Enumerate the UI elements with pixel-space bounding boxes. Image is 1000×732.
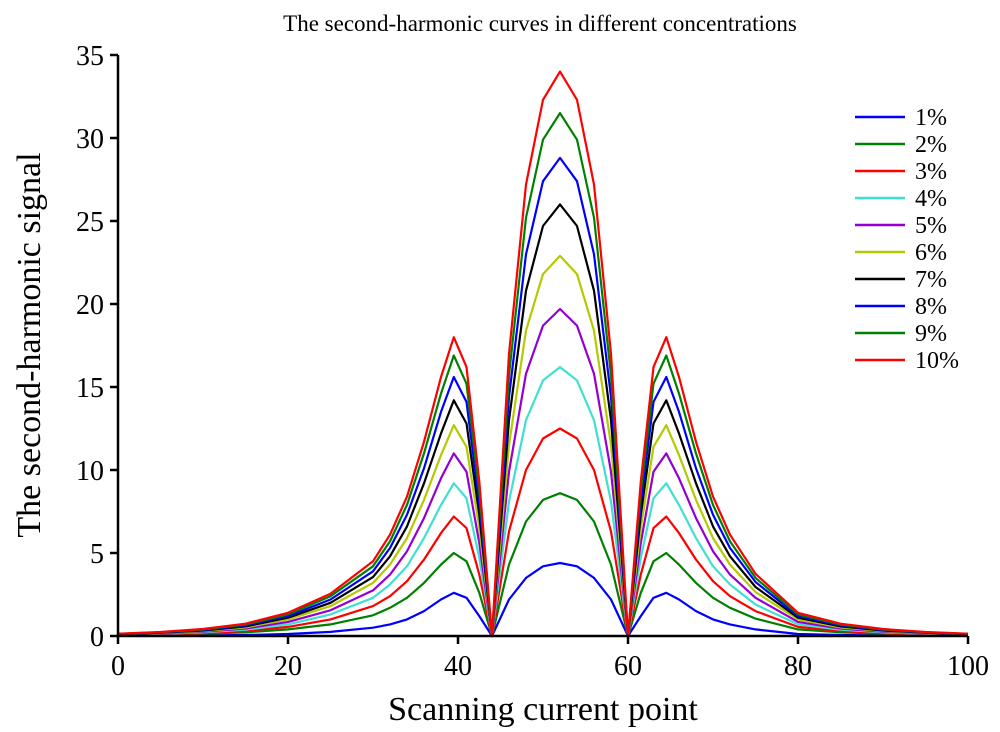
legend-label-5: 5% [915,213,947,239]
y-tick-label: 30 [76,124,104,155]
legend-label-9: 9% [915,321,947,347]
x-ticks: 0 20 40 60 80 100 [111,636,989,682]
series-line-6 [117,254,969,638]
y-axis-label: The second-harmonic signal [11,152,48,537]
y-tick-label: 20 [76,290,104,321]
y-tick-label: 25 [76,207,104,238]
series-line-5 [117,307,969,638]
chart-title: The second-harmonic curves in different … [283,11,797,36]
x-axis-label: Scanning current point [388,691,698,728]
series-line-7 [117,203,969,638]
legend-label-6: 6% [915,240,947,266]
x-tick-label: 40 [444,651,472,682]
legend-label-8: 8% [915,294,947,320]
axes [116,55,968,638]
series-line-3 [117,427,969,638]
y-tick-label: 5 [90,539,104,570]
legend: 1%2%3%4%5%6%7%8%9%10% [855,105,959,374]
x-tick-label: 80 [784,651,812,682]
legend-label-1: 1% [915,105,947,131]
x-tick-label: 60 [614,651,642,682]
series-line-10 [117,70,969,638]
legend-label-2: 2% [915,132,947,158]
legend-label-10: 10% [915,348,959,374]
x-tick-label: 0 [111,651,125,682]
series-lines [117,70,969,638]
x-tick-label: 20 [274,651,302,682]
series-line-4 [117,366,969,638]
y-ticks: 0 5 10 15 20 25 30 35 [76,41,118,653]
legend-label-4: 4% [915,186,947,212]
series-line-1 [117,561,969,638]
y-tick-label: 0 [90,622,104,653]
legend-label-3: 3% [915,159,947,185]
series-line-9 [117,111,969,638]
y-tick-label: 15 [76,373,104,404]
series-line-8 [117,156,969,638]
series-line-2 [117,492,969,638]
legend-label-7: 7% [915,267,947,293]
y-tick-label: 10 [76,456,104,487]
x-tick-label: 100 [947,651,989,682]
y-tick-label: 35 [76,41,104,72]
